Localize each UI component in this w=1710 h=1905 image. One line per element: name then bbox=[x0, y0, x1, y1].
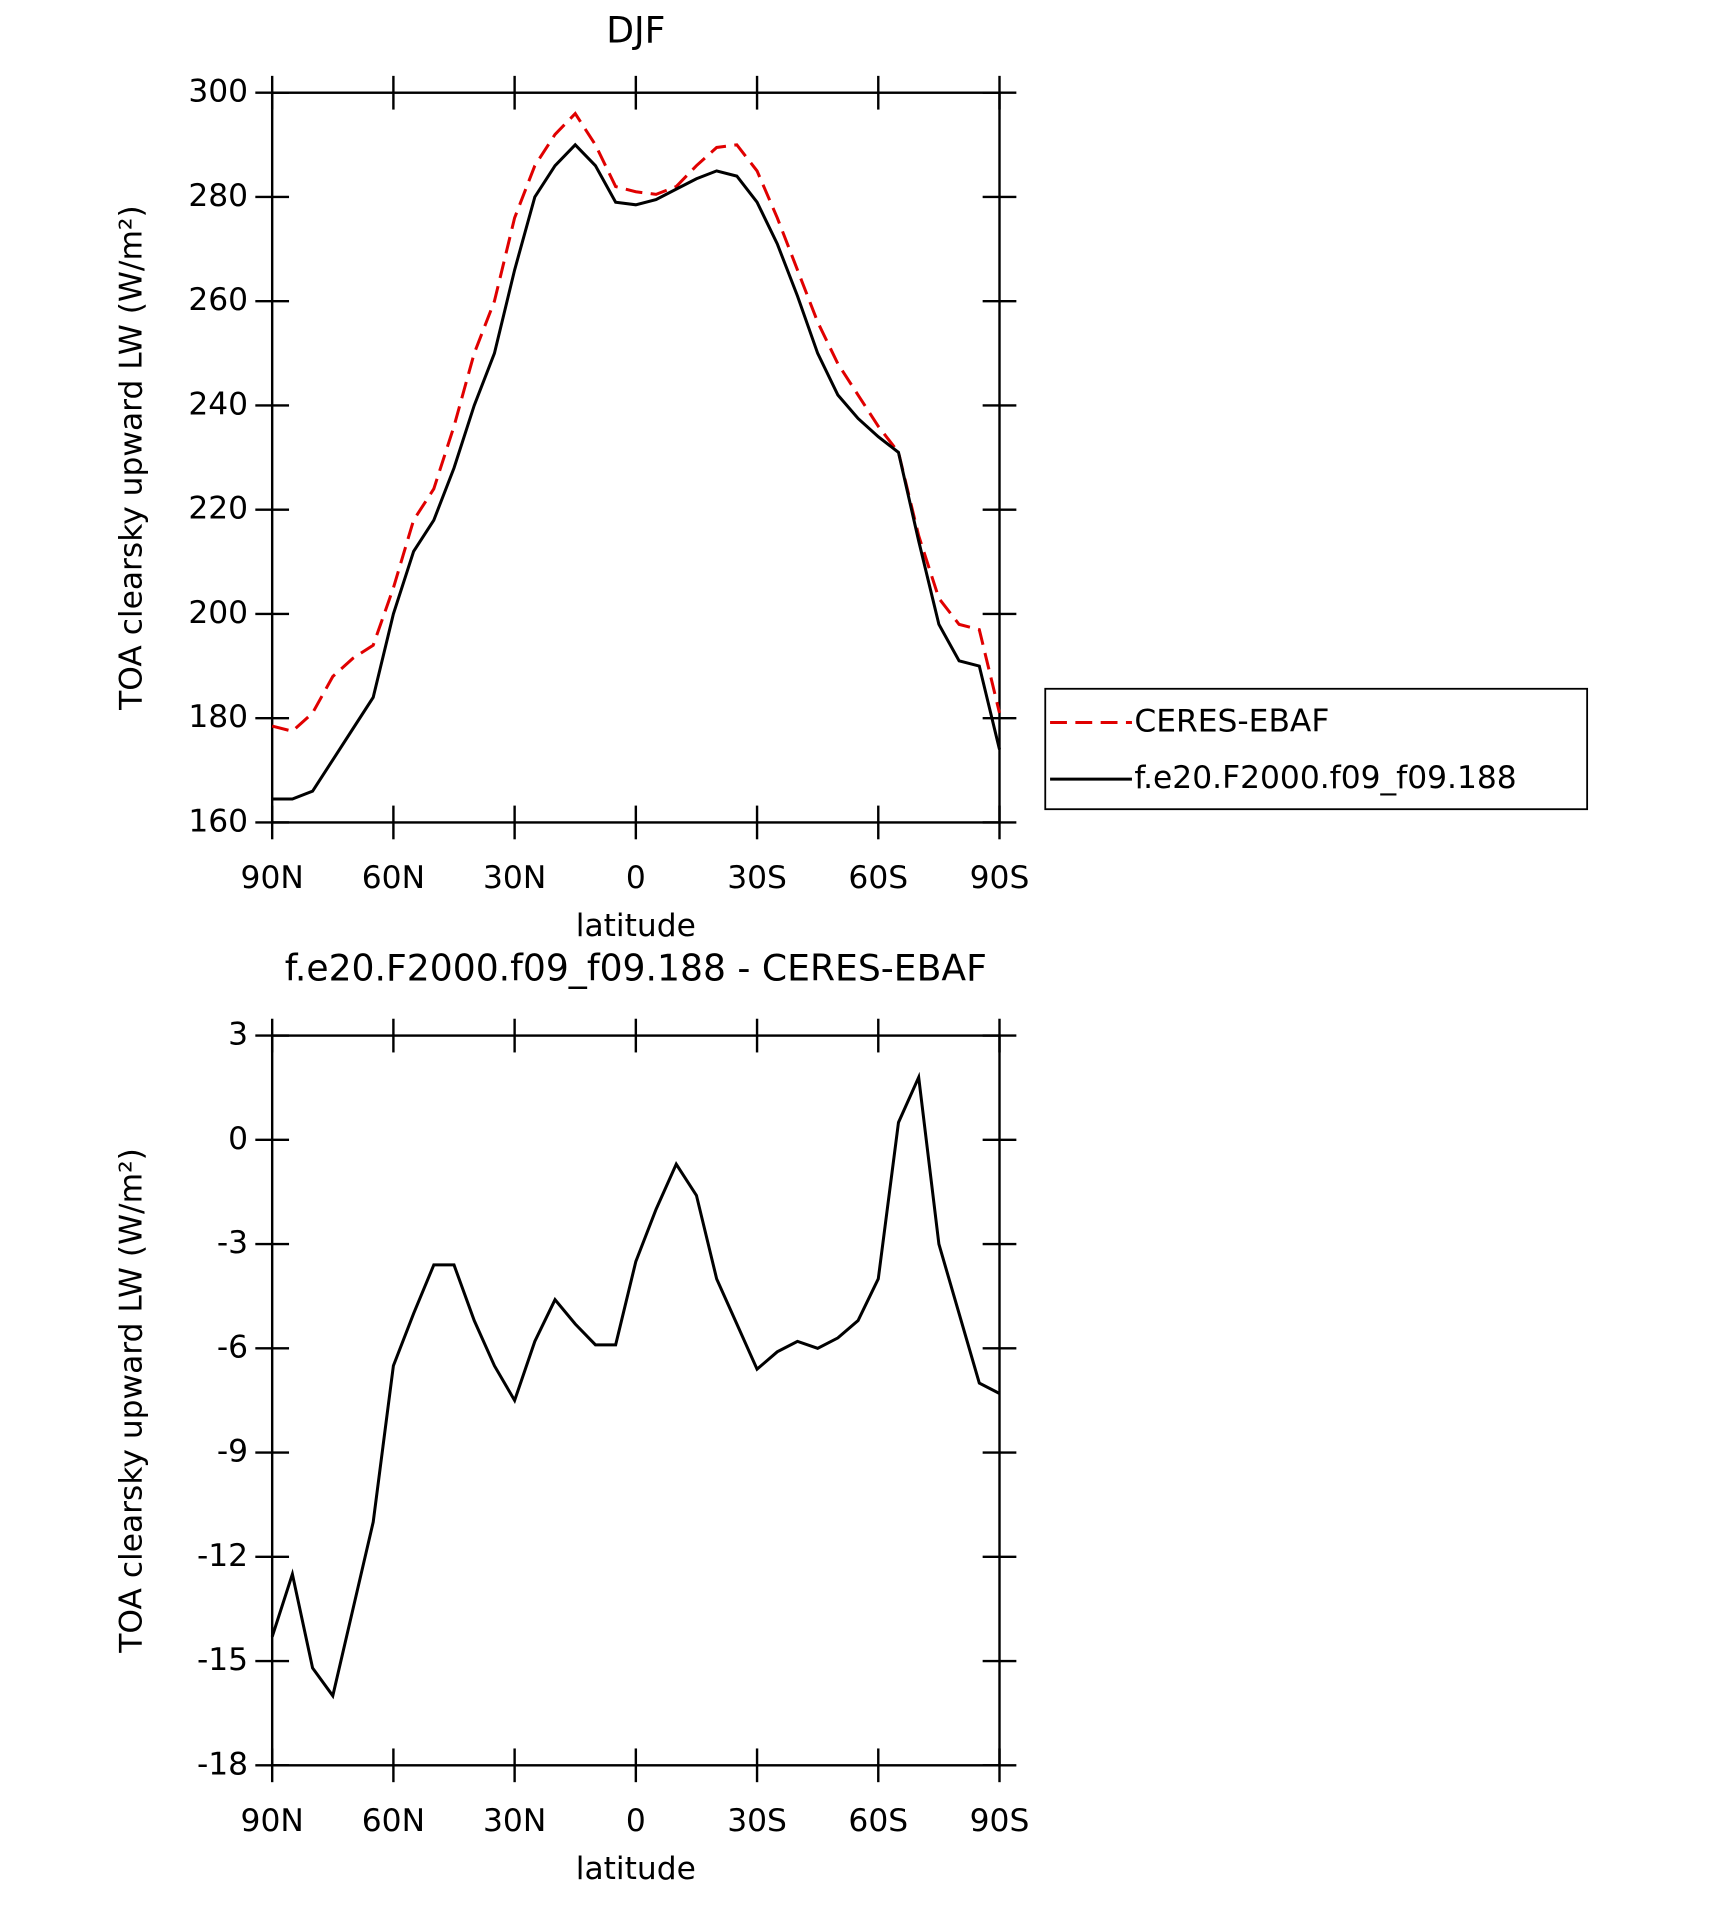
y-tick-label: 0 bbox=[228, 1121, 248, 1157]
chart-title: DJF bbox=[606, 9, 665, 52]
legend-label: f.e20.F2000.f09_f09.188 bbox=[1134, 760, 1516, 796]
y-tick-label: -9 bbox=[217, 1434, 248, 1470]
x-tick-label: 90S bbox=[970, 860, 1030, 896]
plot-frame bbox=[270, 91, 1001, 824]
x-tick-label: 60S bbox=[848, 860, 908, 896]
x-tick-label: 60N bbox=[362, 860, 425, 896]
data-line bbox=[272, 142, 1001, 801]
x-tick-label: 30N bbox=[483, 1803, 546, 1839]
x-axis-label: latitude bbox=[576, 908, 696, 944]
y-tick-label: -18 bbox=[197, 1746, 248, 1782]
y-tick-label: -3 bbox=[217, 1225, 248, 1261]
x-axis-label: latitude bbox=[576, 1851, 696, 1887]
x-tick-label: 90N bbox=[241, 860, 304, 896]
x-tick-label: 0 bbox=[626, 860, 646, 896]
legend-box bbox=[1044, 687, 1589, 811]
data-line bbox=[271, 111, 1001, 733]
y-tick-label: 3 bbox=[228, 1017, 248, 1053]
y-tick-label: 260 bbox=[188, 282, 248, 318]
plot-frame bbox=[270, 1034, 1001, 1767]
y-axis-label: TOA clearsky upward LW (W/m²) bbox=[113, 1148, 149, 1654]
x-tick-label: 30S bbox=[727, 1803, 787, 1839]
x-tick-label: 60N bbox=[362, 1803, 425, 1839]
y-tick-label: 180 bbox=[188, 699, 248, 735]
x-tick-label: 0 bbox=[626, 1803, 646, 1839]
data-line bbox=[270, 1071, 1001, 1700]
y-tick-label: 240 bbox=[188, 386, 248, 422]
x-tick-label: 30S bbox=[727, 860, 787, 896]
y-tick-label: 160 bbox=[188, 803, 248, 839]
y-tick-label: -6 bbox=[217, 1329, 248, 1365]
x-tick-label: 90N bbox=[241, 1803, 304, 1839]
y-tick-label: 220 bbox=[188, 491, 248, 527]
legend-label: CERES-EBAF bbox=[1134, 704, 1329, 740]
x-tick-label: 60S bbox=[848, 1803, 908, 1839]
x-tick-label: 90S bbox=[970, 1803, 1030, 1839]
y-tick-label: -12 bbox=[197, 1538, 248, 1574]
chart-title: f.e20.F2000.f09_f09.188 - CERES-EBAF bbox=[285, 947, 987, 990]
y-tick-label: -15 bbox=[197, 1642, 248, 1678]
y-tick-label: 200 bbox=[188, 595, 248, 631]
x-tick-label: 30N bbox=[483, 860, 546, 896]
y-axis-label: TOA clearsky upward LW (W/m²) bbox=[113, 205, 149, 711]
y-tick-label: 280 bbox=[188, 178, 248, 214]
y-tick-label: 300 bbox=[188, 74, 248, 110]
